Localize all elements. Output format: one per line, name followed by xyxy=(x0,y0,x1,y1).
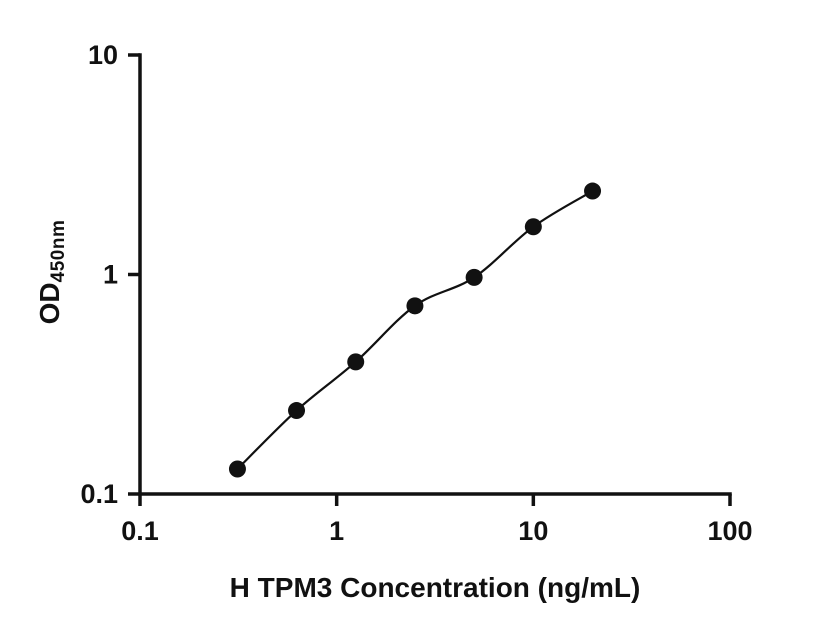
axes-lines xyxy=(138,53,732,496)
x-tick-label: 1 xyxy=(329,516,344,546)
y-axis-title-subscript: 450nm xyxy=(48,219,69,283)
data-point xyxy=(288,402,306,420)
data-point xyxy=(465,268,483,286)
y-tick-label: 10 xyxy=(88,40,118,70)
y-tick-label: 1 xyxy=(103,260,118,290)
data-point xyxy=(228,460,246,478)
y-axis-title-main: OD xyxy=(34,282,65,325)
x-tick-label: 100 xyxy=(707,516,752,546)
x-tick-label: 10 xyxy=(518,516,548,546)
x-axis-title: H TPM3 Concentration (ng/mL) xyxy=(229,572,641,603)
data-point xyxy=(524,218,542,236)
y-tick-label: 0.1 xyxy=(80,479,118,509)
data-point xyxy=(584,182,602,200)
data-point xyxy=(347,353,365,371)
data-point xyxy=(406,297,424,315)
y-axis-title: OD450nm xyxy=(34,220,70,325)
x-tick-label: 0.1 xyxy=(121,516,159,546)
